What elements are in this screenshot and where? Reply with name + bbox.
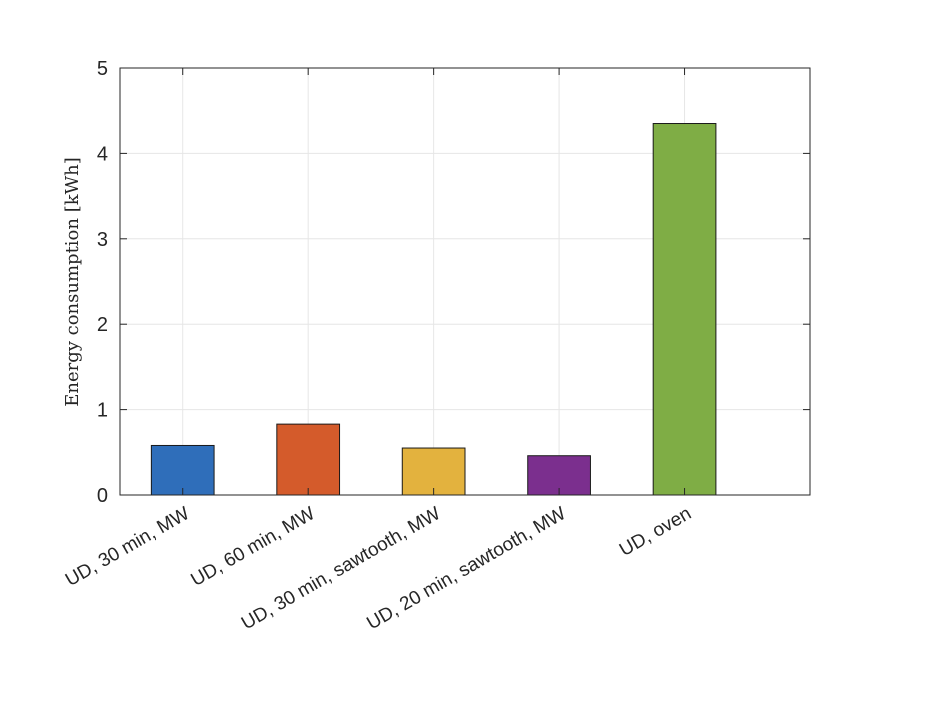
y-tick-label: 2 — [97, 314, 108, 336]
plot-frame — [119, 67, 811, 496]
x-tick-label: UD, 30 min, MW — [62, 503, 193, 591]
bar — [150, 444, 215, 496]
y-tick-label: 4 — [97, 143, 108, 165]
bars — [150, 123, 717, 496]
bar — [276, 423, 341, 496]
x-tick-label: UD, 60 min, MW — [187, 503, 318, 591]
bar — [401, 447, 466, 496]
x-tick-label: UD, 20 min, sawtooth, MW — [363, 503, 569, 634]
x-tick-label: UD, 30 min, sawtooth, MW — [238, 503, 444, 634]
y-tick-label: 0 — [97, 485, 108, 507]
y-tick-label: 3 — [97, 229, 108, 251]
bar — [652, 123, 717, 496]
axis-ticks — [120, 67, 810, 496]
y-axis-label: Energy consumption [kWh] — [62, 157, 83, 407]
y-tick-label: 1 — [97, 400, 108, 422]
y-tick-labels: 0 1 2 3 4 5 — [97, 58, 108, 507]
x-tick-label: UD, oven — [616, 503, 695, 561]
y-tick-label: 5 — [97, 58, 108, 80]
